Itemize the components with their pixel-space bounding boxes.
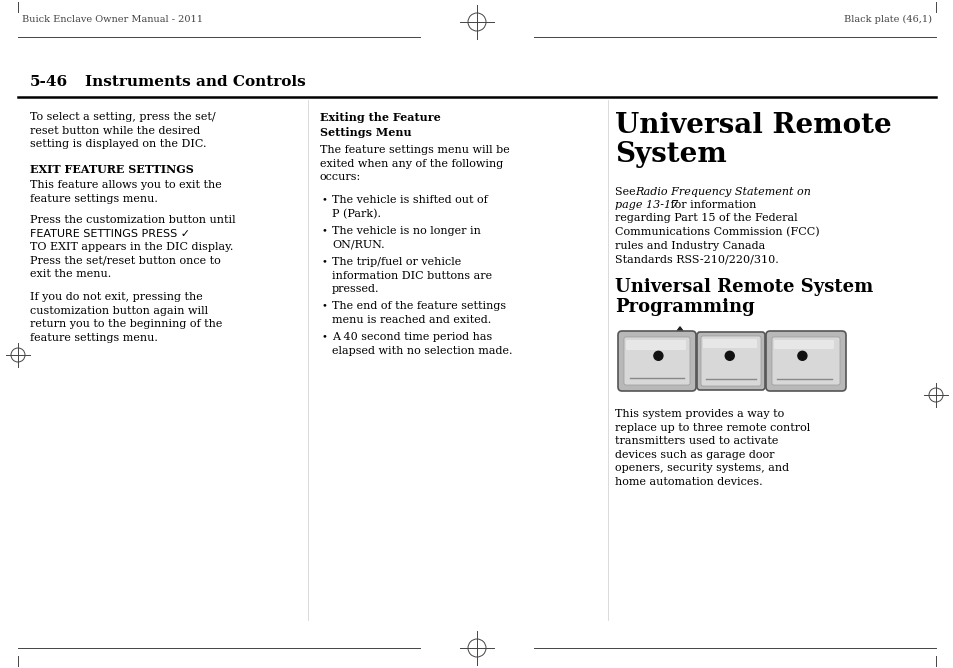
Text: This feature allows you to exit the
feature settings menu.: This feature allows you to exit the feat…	[30, 180, 221, 204]
Text: •: •	[322, 226, 328, 235]
Text: FEATURE SETTINGS PRESS ✓: FEATURE SETTINGS PRESS ✓	[30, 229, 190, 239]
Text: Universal Remote
System: Universal Remote System	[615, 112, 891, 168]
FancyBboxPatch shape	[625, 340, 685, 350]
Text: The end of the feature settings
menu is reached and exited.: The end of the feature settings menu is …	[332, 301, 506, 325]
Polygon shape	[675, 327, 684, 334]
Text: •: •	[322, 301, 328, 310]
Text: •: •	[322, 257, 328, 266]
Text: The feature settings menu will be
exited when any of the following
occurs:: The feature settings menu will be exited…	[319, 145, 509, 182]
FancyBboxPatch shape	[618, 331, 696, 391]
Text: To select a setting, press the set/
reset button while the desired
setting is di: To select a setting, press the set/ rese…	[30, 112, 215, 149]
FancyBboxPatch shape	[702, 339, 757, 348]
Text: The vehicle is no longer in
ON/RUN.: The vehicle is no longer in ON/RUN.	[332, 226, 480, 250]
Circle shape	[724, 351, 734, 360]
Text: Buick Enclave Owner Manual - 2011: Buick Enclave Owner Manual - 2011	[22, 15, 203, 24]
Text: page 13-17: page 13-17	[615, 200, 678, 210]
Text: Black plate (46,1): Black plate (46,1)	[843, 15, 931, 24]
Text: •: •	[322, 332, 328, 341]
Text: If you do not exit, pressing the
customization button again will
return you to t: If you do not exit, pressing the customi…	[30, 292, 222, 343]
FancyBboxPatch shape	[765, 331, 845, 391]
FancyBboxPatch shape	[700, 336, 760, 386]
Text: Instruments and Controls: Instruments and Controls	[85, 75, 305, 89]
Text: See: See	[615, 187, 639, 197]
Text: for information: for information	[666, 200, 756, 210]
Text: Radio Frequency Statement on: Radio Frequency Statement on	[635, 187, 810, 197]
Text: •: •	[322, 195, 328, 204]
Text: regarding Part 15 of the Federal
Communications Commission (FCC)
rules and Indus: regarding Part 15 of the Federal Communi…	[615, 213, 819, 265]
Text: A 40 second time period has
elapsed with no selection made.: A 40 second time period has elapsed with…	[332, 332, 512, 355]
FancyBboxPatch shape	[773, 340, 833, 349]
FancyBboxPatch shape	[697, 332, 764, 390]
Text: EXIT FEATURE SETTINGS: EXIT FEATURE SETTINGS	[30, 164, 193, 175]
Circle shape	[797, 351, 806, 360]
Text: Press the customization button until: Press the customization button until	[30, 215, 235, 225]
Text: 5-46: 5-46	[30, 75, 68, 89]
Text: TO EXIT appears in the DIC display.
Press the set/reset button once to
exit the : TO EXIT appears in the DIC display. Pres…	[30, 242, 233, 279]
Text: The vehicle is shifted out of
P (Park).: The vehicle is shifted out of P (Park).	[332, 195, 487, 219]
Text: Universal Remote System
Programming: Universal Remote System Programming	[615, 278, 872, 316]
FancyBboxPatch shape	[771, 337, 840, 385]
FancyBboxPatch shape	[623, 337, 689, 385]
Circle shape	[653, 351, 662, 360]
Text: The trip/fuel or vehicle
information DIC buttons are
pressed.: The trip/fuel or vehicle information DIC…	[332, 257, 492, 294]
Text: This system provides a way to
replace up to three remote control
transmitters us: This system provides a way to replace up…	[615, 409, 809, 487]
Text: Exiting the Feature
Settings Menu: Exiting the Feature Settings Menu	[319, 112, 440, 138]
